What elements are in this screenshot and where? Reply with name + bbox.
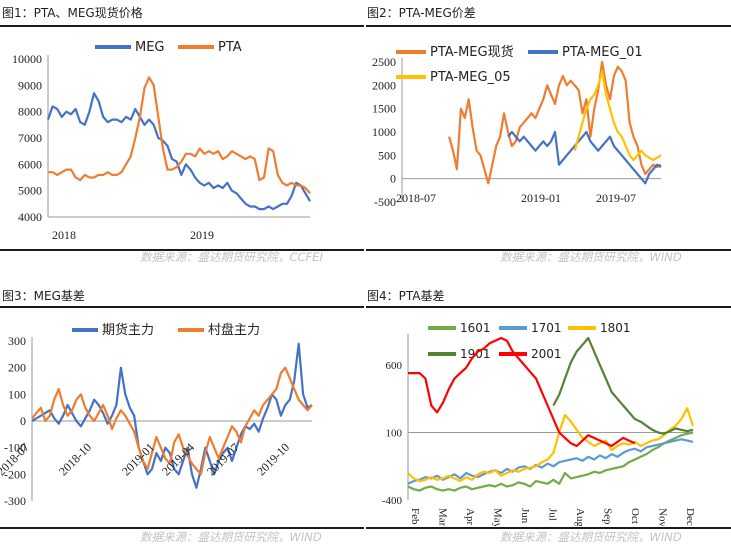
legend-label-3: 1801 — [600, 321, 631, 335]
x-tick-label: Aug — [574, 508, 586, 526]
y-tick-label: 8000 — [18, 105, 42, 119]
series-line-3 — [573, 70, 662, 162]
chart2-top-rule — [366, 25, 731, 27]
x-tick-label: May — [492, 508, 504, 526]
y-tick-label: 0 — [20, 414, 26, 428]
legend-label-1: MEG — [135, 40, 165, 55]
y-tick-label: 4000 — [18, 210, 42, 224]
chart3-title: 图3：MEG基差 — [2, 289, 85, 303]
chart1-source: 数据来源：盛达期货研究院，CCFEI — [140, 250, 323, 264]
legend-label-2: 村盘主力 — [208, 322, 260, 338]
series-line-5 — [408, 336, 636, 448]
x-tick-label: Feb — [409, 508, 421, 525]
chart2-plot: 2500 2000 1500 1000 500 0 -500 PTA-MEG现货 PTA-MEG… — [372, 44, 662, 209]
y-tick-label: -500 — [374, 195, 396, 209]
chart4-title: 图4：PTA基差 — [367, 289, 445, 303]
x-tick-label: 2019 — [190, 228, 214, 242]
chart1-bottom-rule — [0, 249, 364, 251]
x-tick-label: 2018-07 — [396, 191, 436, 205]
y-tick-label: 600 — [386, 360, 403, 372]
series-line-2 — [31, 366, 313, 476]
x-tick-label: Jul — [547, 508, 559, 521]
chart3-bottom-rule — [0, 527, 364, 529]
chart2-title: 图2：PTA-MEG价差 — [367, 6, 476, 20]
chart4-source: 数据来源：盛达期货研究院，WIND — [500, 530, 682, 544]
chart2-source: 数据来源：盛达期货研究院，WIND — [500, 250, 682, 264]
y-tick-label: 300 — [8, 334, 26, 348]
chart1-title: 图1：PTA、MEG现货价格 — [2, 6, 143, 20]
x-tick-label: Oct — [629, 508, 641, 524]
chart3-source: 数据来源：盛达期货研究院，WIND — [140, 530, 322, 544]
series-line-1 — [46, 92, 311, 211]
y-tick-label: -200 — [4, 467, 26, 481]
chart3-top-rule — [0, 306, 364, 308]
chart2-bottom-rule — [366, 249, 731, 251]
legend-label-3: PTA-MEG_05 — [430, 70, 511, 85]
y-tick-label: -100 — [4, 441, 26, 455]
x-tick-label: Sep — [602, 508, 614, 525]
legend-label-2: PTA — [218, 40, 242, 55]
legend-label-1: 期货主力 — [102, 322, 154, 338]
x-tick-label: 2019-01 — [521, 191, 561, 205]
chart4-top-rule — [366, 306, 731, 308]
y-tick-label: 100 — [8, 387, 26, 401]
y-tick-label: 200 — [8, 361, 26, 375]
legend-label-2: 1701 — [531, 321, 562, 335]
chart4-bottom-rule — [366, 527, 731, 529]
y-tick-label: 10000 — [12, 52, 42, 66]
x-tick-label: 2019-07 — [596, 191, 636, 205]
x-tick-label: Apr — [464, 508, 476, 525]
series-line-2 — [48, 76, 311, 195]
legend-label-5: 2001 — [531, 347, 562, 361]
x-tick-label: 2019-10 — [254, 440, 292, 478]
y-tick-label: 7000 — [18, 131, 42, 145]
x-tick-label: Nov — [657, 508, 669, 526]
y-tick-label: 1500 — [372, 102, 396, 116]
chart1-top-rule — [0, 25, 364, 27]
series-line-4 — [552, 336, 694, 435]
series-line-2 — [507, 130, 662, 185]
series-line-3 — [407, 407, 695, 483]
y-tick-label: -300 — [4, 494, 26, 508]
series-line-2 — [407, 438, 694, 485]
y-tick-label: 100 — [386, 428, 403, 440]
legend-label-1: 1601 — [460, 321, 491, 335]
y-tick-label: -400 — [382, 495, 403, 507]
x-tick-label: Dec — [684, 508, 696, 526]
y-tick-label: 1000 — [372, 125, 396, 139]
y-tick-label: 9000 — [18, 78, 42, 92]
series-line-1 — [448, 60, 662, 185]
y-tick-label: 0 — [390, 172, 396, 186]
legend-label-1: PTA-MEG现货 — [430, 44, 514, 60]
y-tick-label: 5000 — [18, 184, 42, 198]
x-tick-label: 2018 — [52, 228, 76, 242]
y-tick-label: 500 — [378, 148, 396, 162]
x-tick-label: 2018-10 — [56, 440, 94, 478]
legend-label-2: PTA-MEG_01 — [562, 45, 643, 60]
chart1-plot: 10000 9000 8000 7000 6000 5000 4000 MEG PTA 2018 2… — [12, 40, 311, 242]
x-tick-label: Jun — [519, 508, 531, 524]
x-tick-label: Mar — [437, 508, 449, 526]
series-line-1 — [407, 431, 694, 492]
y-tick-label: 2000 — [372, 78, 396, 92]
y-tick-label: 6000 — [18, 157, 42, 171]
y-tick-label: 2500 — [372, 55, 396, 69]
series-line-1 — [31, 342, 313, 489]
